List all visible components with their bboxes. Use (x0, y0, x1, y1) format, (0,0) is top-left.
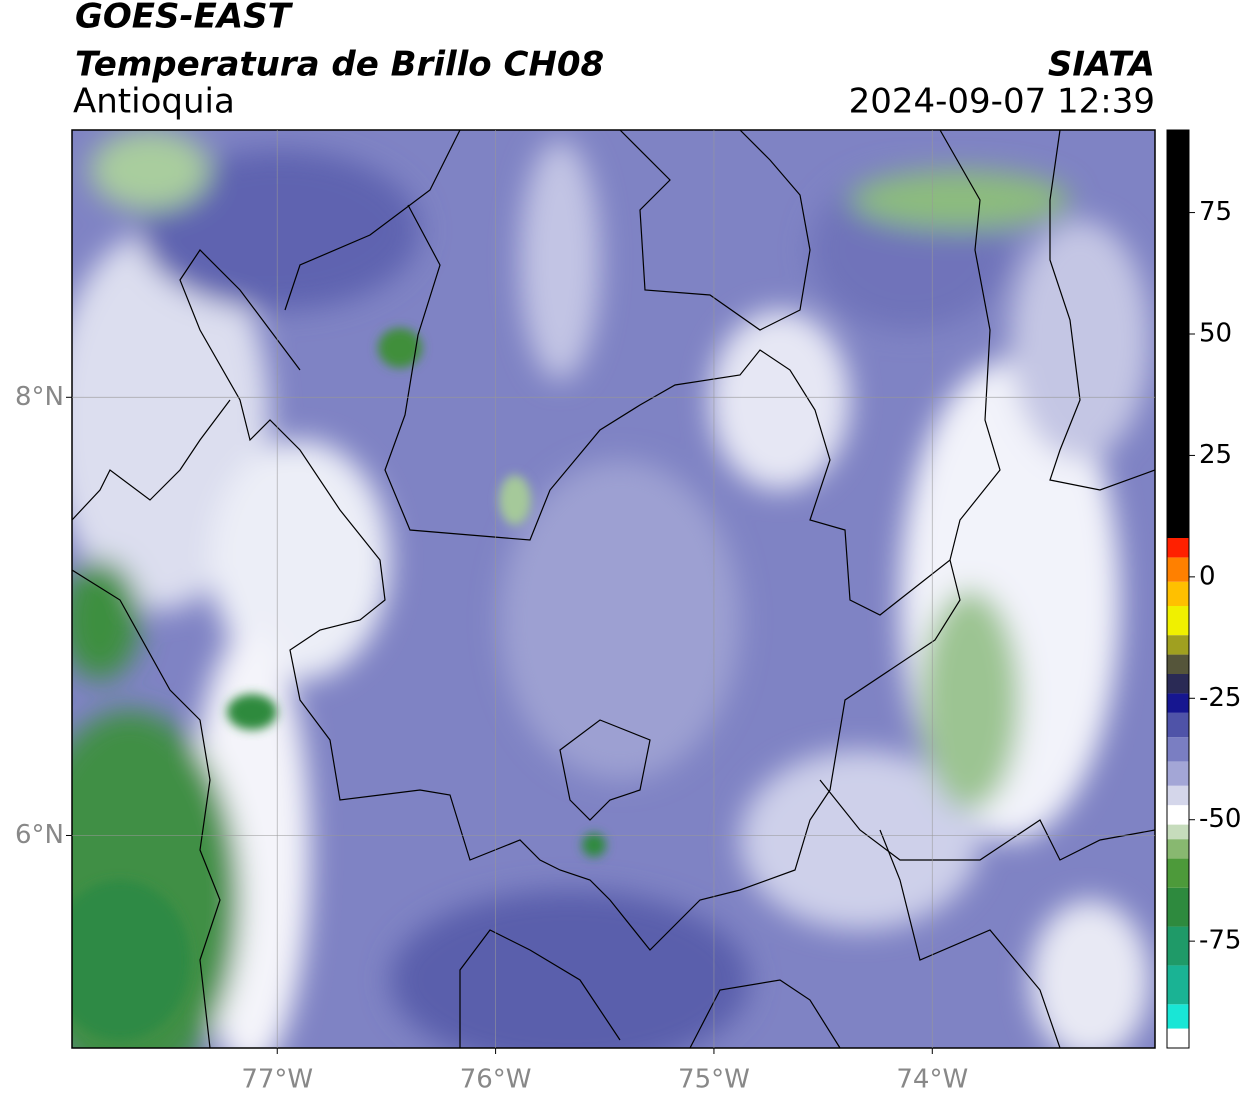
map-frame (71, 129, 1156, 1049)
colorbar-tick-label: 0 (1199, 561, 1216, 591)
colorbar-band (1167, 1028, 1189, 1048)
colorbar-band (1167, 761, 1189, 786)
colorbar-tick-label: 25 (1199, 440, 1232, 470)
colorbar-band (1167, 858, 1189, 888)
colorbar-band (1167, 712, 1189, 738)
colorbar-band (1167, 693, 1189, 713)
x-tick-label: 77°W (241, 1065, 313, 1095)
colorbar-band (1167, 606, 1189, 636)
colorbar-band (1167, 557, 1189, 582)
colorbar-band (1167, 737, 1189, 762)
x-tick-label: 75°W (678, 1065, 750, 1095)
colorbar-band (1167, 887, 1189, 927)
colorbar-band (1167, 635, 1189, 655)
colorbar-band (1167, 805, 1189, 825)
x-tick-label: 74°W (896, 1065, 968, 1095)
colorbar-tick-label: -25 (1199, 683, 1241, 713)
title: GOES-EAST (75, 0, 294, 37)
colorbar-band (1167, 130, 1189, 538)
x-tick-label: 76°W (460, 1065, 532, 1095)
colorbar-band (1167, 581, 1189, 606)
colorbar-frame (1166, 129, 1190, 1049)
colorbar-band (1167, 1004, 1189, 1029)
colorbar-band (1167, 785, 1189, 806)
boundaries (72, 130, 1155, 1048)
colorbar-band (1167, 674, 1189, 694)
colorbar-band (1167, 824, 1189, 840)
source: SIATA (1048, 45, 1155, 85)
y-tick-label: 6°N (15, 820, 64, 850)
colorbar-band (1167, 654, 1189, 674)
colorbar-band (1167, 926, 1189, 966)
region: Antioquia (73, 82, 235, 122)
satellite-image (72, 130, 1155, 1048)
colorbar-band (1167, 965, 1189, 1005)
colorbar-band (1167, 839, 1189, 859)
colorbar-tick-label: 50 (1199, 319, 1232, 349)
y-tick-label: 8°N (15, 382, 64, 412)
colorbar-tick-label: -50 (1199, 804, 1241, 834)
colorbar-tick-label: -75 (1199, 926, 1241, 956)
subtitle: Temperatura de Brillo CH08 (75, 45, 604, 85)
timestamp: 2024-09-07 12:39 (849, 82, 1155, 122)
colorbar-band (1167, 538, 1189, 558)
colorbar-tick-label: 75 (1199, 197, 1232, 227)
